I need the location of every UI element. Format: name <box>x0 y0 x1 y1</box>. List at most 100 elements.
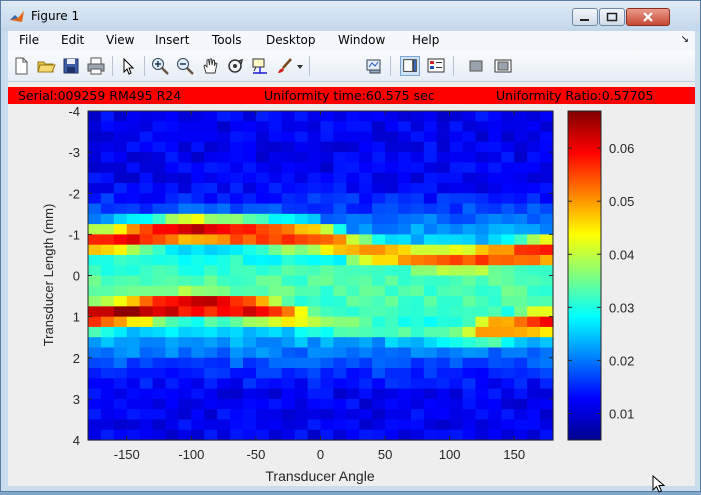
heatmap-cell <box>281 182 296 194</box>
heatmap-cell <box>501 265 515 277</box>
menu-help[interactable]: Help <box>412 33 440 47</box>
heatmap-cell <box>436 131 451 143</box>
heatmap-cell <box>449 254 464 266</box>
heatmap-cell <box>488 213 502 225</box>
heatmap-cell <box>436 111 451 122</box>
menu-file[interactable]: File <box>19 33 40 47</box>
heatmap-cell <box>307 337 322 349</box>
heatmap-cell <box>398 182 412 194</box>
heatmap-cell <box>243 378 257 390</box>
heatmap-cell <box>204 347 218 359</box>
heatmap-cell <box>294 193 309 205</box>
heatmap-cell <box>540 368 554 379</box>
menu-insert[interactable]: Insert <box>155 33 190 47</box>
heatmap-cell <box>294 409 309 421</box>
heatmap-cell <box>255 182 270 194</box>
heatmap-cell <box>191 203 205 215</box>
heatmap-cell <box>527 203 541 215</box>
heatmap-cell <box>255 213 270 225</box>
data-cursor-icon[interactable] <box>250 56 270 76</box>
heatmap-cell <box>462 347 477 359</box>
heatmap-cell <box>255 285 270 297</box>
title-bar[interactable]: Figure 1 <box>1 1 700 31</box>
heatmap-cell <box>359 409 373 421</box>
show-plot-tools-icon[interactable] <box>493 56 513 76</box>
menu-view[interactable]: View <box>106 33 135 47</box>
heatmap-cell <box>398 296 412 307</box>
close-icon <box>643 12 653 22</box>
heatmap-cell <box>281 347 296 359</box>
heatmap-cell <box>243 419 257 431</box>
heatmap-cell <box>268 152 283 164</box>
heatmap-cell <box>126 162 141 174</box>
heatmap-cell <box>191 285 205 297</box>
heatmap-cell <box>113 275 128 287</box>
heatmap-cell <box>230 254 244 266</box>
maximize-button[interactable] <box>599 8 625 26</box>
heatmap-cell <box>113 409 128 421</box>
heatmap-cell <box>475 203 490 215</box>
heatmap-cell <box>178 244 192 256</box>
hide-plot-tools-icon[interactable] <box>466 56 486 76</box>
zoom-out-icon[interactable] <box>175 56 195 76</box>
heatmap-cell <box>320 244 335 256</box>
brush-dropdown-icon[interactable] <box>295 56 305 76</box>
heatmap-cell <box>113 337 128 349</box>
insert-legend-icon[interactable] <box>426 56 446 76</box>
minimize-button[interactable] <box>572 8 598 26</box>
heatmap-cell <box>410 244 425 256</box>
open-file-icon[interactable] <box>36 56 56 76</box>
heatmap-cell <box>281 224 296 235</box>
heatmap-cell <box>372 306 386 318</box>
heatmap-cell <box>346 357 360 369</box>
heatmap-cell <box>346 388 360 400</box>
pan-icon[interactable] <box>200 56 220 76</box>
new-figure-icon[interactable] <box>11 56 31 76</box>
heatmap-cell <box>217 203 231 215</box>
menu-edit[interactable]: Edit <box>61 33 85 47</box>
heatmap-cell <box>178 285 192 297</box>
heatmap-cell <box>333 224 347 235</box>
menu-tools[interactable]: Tools <box>212 33 242 47</box>
heatmap-cell <box>398 368 412 379</box>
heatmap-cell <box>113 285 128 297</box>
heatmap-cell <box>152 368 167 379</box>
heatmap-cell <box>178 193 192 205</box>
heatmap-cell <box>217 265 231 277</box>
colorbar-tick-label: 0.02 <box>609 353 634 368</box>
print-icon[interactable] <box>86 56 106 76</box>
menu-window[interactable]: Window <box>338 33 386 47</box>
heatmap-cell <box>255 347 270 359</box>
heatmap-cell <box>423 213 438 225</box>
menu-desktop[interactable]: Desktop <box>266 33 316 47</box>
brush-icon[interactable] <box>275 56 295 76</box>
link-plot-icon[interactable] <box>364 56 384 76</box>
heatmap-cell <box>385 419 399 431</box>
heatmap-cell <box>398 275 412 287</box>
heatmap-cell <box>307 131 322 143</box>
zoom-in-icon[interactable] <box>150 56 170 76</box>
heatmap-cell <box>385 131 399 143</box>
heatmap-cell <box>152 254 167 266</box>
heatmap-cell <box>139 244 154 256</box>
save-icon[interactable] <box>61 56 81 76</box>
close-button[interactable] <box>626 8 670 26</box>
insert-colorbar-icon[interactable] <box>400 56 420 76</box>
rotate-3d-icon[interactable] <box>225 56 245 76</box>
heatmap-cell <box>462 296 477 307</box>
heatmap-cell <box>501 409 515 421</box>
heatmap-cell <box>475 141 490 153</box>
heatmap-cell <box>178 254 192 266</box>
heatmap-cell <box>88 347 102 359</box>
heatmap-cell <box>204 368 218 379</box>
heatmap-cell <box>475 326 490 338</box>
dock-arrow-icon[interactable]: ↘ <box>680 34 689 45</box>
heatmap-cell <box>410 254 425 266</box>
heatmap-cell <box>204 409 218 421</box>
pointer-icon[interactable] <box>118 56 138 76</box>
heatmap-cell <box>204 285 218 297</box>
heatmap-cell <box>152 326 167 338</box>
heatmap-cell <box>243 121 257 133</box>
heatmap-cell <box>191 172 205 184</box>
